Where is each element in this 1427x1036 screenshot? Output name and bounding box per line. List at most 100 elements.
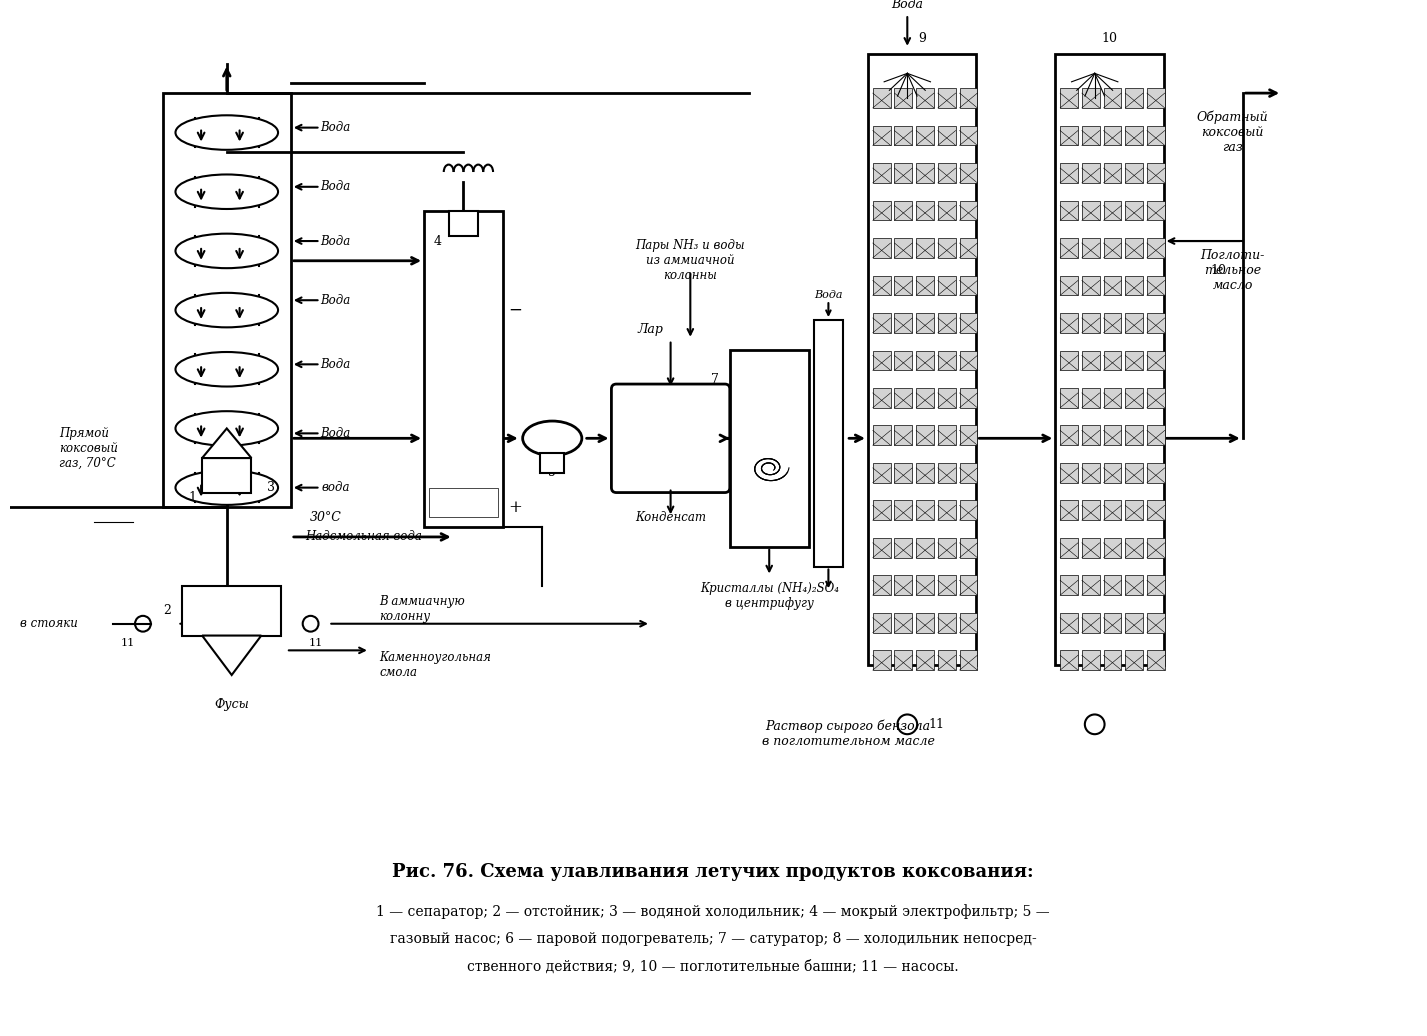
Bar bbox=[873, 575, 890, 595]
Bar bbox=[1147, 500, 1164, 520]
Bar bbox=[1103, 88, 1122, 108]
Bar bbox=[873, 238, 890, 258]
Bar bbox=[895, 613, 912, 633]
Bar bbox=[1082, 575, 1100, 595]
Bar bbox=[938, 538, 956, 557]
Ellipse shape bbox=[176, 174, 278, 209]
Bar bbox=[959, 463, 977, 483]
Bar bbox=[895, 201, 912, 221]
Ellipse shape bbox=[176, 470, 278, 505]
Bar bbox=[938, 575, 956, 595]
Bar bbox=[1060, 313, 1077, 333]
Bar bbox=[163, 93, 291, 508]
Bar bbox=[1060, 463, 1077, 483]
Text: В аммиачную
колонну: В аммиачную колонну bbox=[380, 595, 465, 623]
Bar bbox=[1060, 125, 1077, 145]
Bar bbox=[1126, 500, 1143, 520]
Bar bbox=[1082, 88, 1100, 108]
Text: Вода: Вода bbox=[320, 121, 351, 134]
Text: Фусы: Фусы bbox=[214, 698, 250, 711]
Bar bbox=[895, 651, 912, 670]
Bar bbox=[873, 276, 890, 295]
Bar bbox=[916, 276, 933, 295]
Bar bbox=[1082, 276, 1100, 295]
Bar bbox=[873, 613, 890, 633]
Text: 10: 10 bbox=[1210, 264, 1226, 278]
Bar bbox=[1082, 201, 1100, 221]
Bar bbox=[1060, 238, 1077, 258]
Text: 8: 8 bbox=[819, 373, 828, 385]
Bar bbox=[1060, 276, 1077, 295]
Bar bbox=[916, 613, 933, 633]
Bar bbox=[1060, 500, 1077, 520]
Bar bbox=[1103, 313, 1122, 333]
Bar bbox=[873, 88, 890, 108]
Bar bbox=[916, 201, 933, 221]
Bar bbox=[916, 125, 933, 145]
Text: Вода: Вода bbox=[892, 0, 923, 10]
Bar bbox=[873, 426, 890, 445]
Bar bbox=[1126, 538, 1143, 557]
Bar bbox=[1147, 125, 1164, 145]
Bar bbox=[938, 313, 956, 333]
Text: Вода: Вода bbox=[320, 357, 351, 371]
Text: Конденсат: Конденсат bbox=[635, 511, 706, 524]
Bar bbox=[873, 201, 890, 221]
Bar bbox=[959, 276, 977, 295]
Text: Раствор сырого бензола
в поглотительном масле: Раствор сырого бензола в поглотительном … bbox=[762, 720, 935, 748]
Bar bbox=[1060, 575, 1077, 595]
Bar bbox=[895, 163, 912, 183]
Bar bbox=[1082, 313, 1100, 333]
Bar bbox=[959, 238, 977, 258]
Bar bbox=[430, 488, 498, 517]
Bar bbox=[1147, 388, 1164, 408]
Bar bbox=[1082, 350, 1100, 370]
Bar bbox=[1082, 463, 1100, 483]
Text: Вода: Вода bbox=[320, 234, 351, 248]
Bar bbox=[1103, 163, 1122, 183]
Bar bbox=[895, 500, 912, 520]
Bar bbox=[1060, 388, 1077, 408]
Bar bbox=[938, 238, 956, 258]
Bar bbox=[916, 163, 933, 183]
Bar bbox=[1060, 163, 1077, 183]
Bar bbox=[1082, 651, 1100, 670]
Bar bbox=[1147, 276, 1164, 295]
Bar bbox=[1082, 163, 1100, 183]
Text: 1 — сепаратор; 2 — отстойник; 3 — водяной холодильник; 4 — мокрый электрофильтр;: 1 — сепаратор; 2 — отстойник; 3 — водяно… bbox=[377, 904, 1050, 919]
Bar bbox=[1082, 613, 1100, 633]
Bar bbox=[1147, 463, 1164, 483]
Text: 5: 5 bbox=[548, 466, 557, 480]
Bar bbox=[938, 463, 956, 483]
Ellipse shape bbox=[176, 293, 278, 327]
Bar bbox=[916, 426, 933, 445]
Bar bbox=[1103, 201, 1122, 221]
Bar bbox=[1082, 500, 1100, 520]
Text: Рис. 76. Схема улавливания летучих продуктов коксования:: Рис. 76. Схема улавливания летучих проду… bbox=[392, 863, 1033, 882]
Bar bbox=[1126, 276, 1143, 295]
Bar bbox=[1147, 88, 1164, 108]
Bar bbox=[895, 426, 912, 445]
Bar bbox=[1126, 313, 1143, 333]
Bar bbox=[1103, 613, 1122, 633]
Bar bbox=[873, 313, 890, 333]
Ellipse shape bbox=[522, 421, 582, 456]
Bar bbox=[873, 388, 890, 408]
Bar bbox=[1060, 426, 1077, 445]
Text: 2: 2 bbox=[164, 604, 171, 617]
Text: Прямой
коксовый
газ, 70°С: Прямой коксовый газ, 70°С bbox=[59, 427, 118, 469]
Bar bbox=[1103, 651, 1122, 670]
Bar bbox=[1147, 651, 1164, 670]
Ellipse shape bbox=[176, 234, 278, 268]
Bar bbox=[1060, 538, 1077, 557]
Text: −: − bbox=[508, 301, 522, 319]
Bar bbox=[1126, 238, 1143, 258]
Bar bbox=[1103, 388, 1122, 408]
Bar bbox=[959, 313, 977, 333]
Bar bbox=[1060, 201, 1077, 221]
Text: 7: 7 bbox=[711, 373, 719, 385]
Bar bbox=[1103, 238, 1122, 258]
Bar bbox=[959, 538, 977, 557]
Bar bbox=[873, 463, 890, 483]
FancyBboxPatch shape bbox=[611, 384, 729, 492]
